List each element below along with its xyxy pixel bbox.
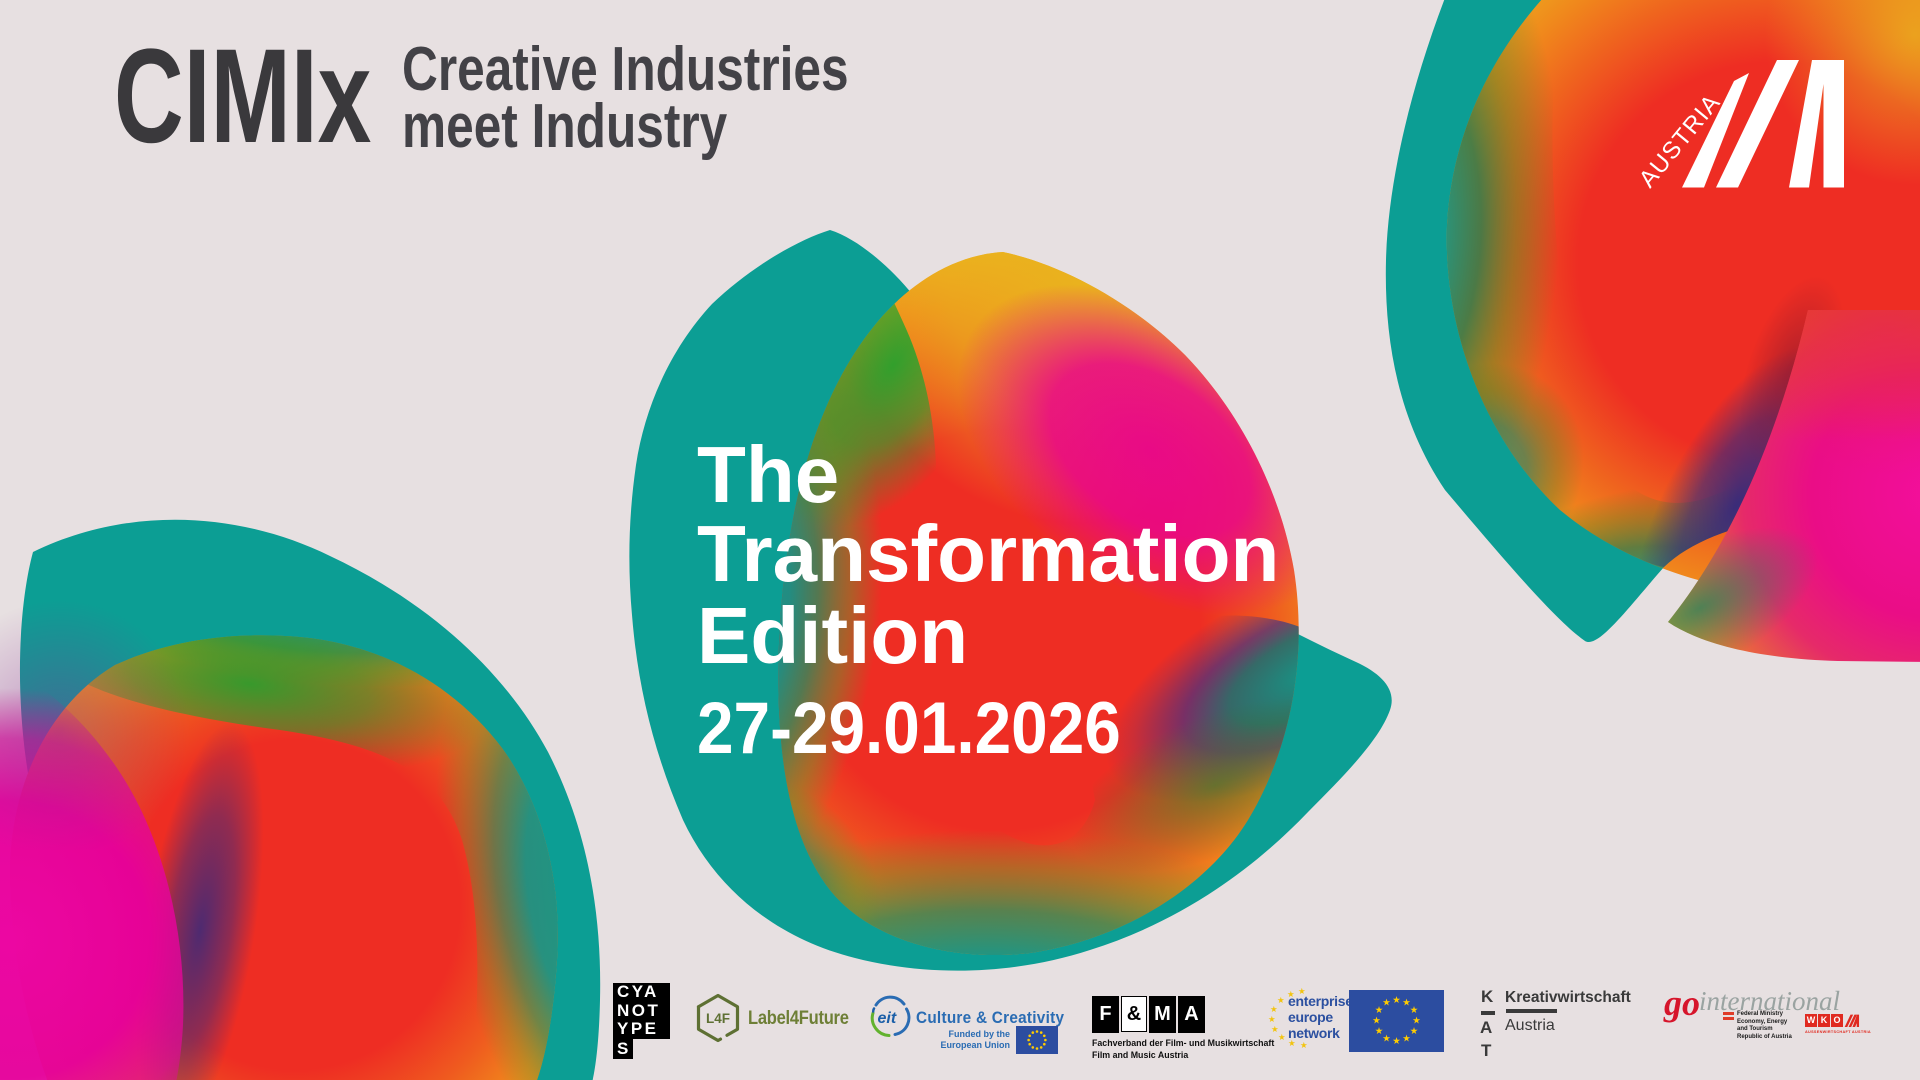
svg-text:★: ★ <box>1287 989 1295 999</box>
svg-text:L4F: L4F <box>706 1011 730 1026</box>
svg-text:★: ★ <box>1298 986 1306 996</box>
svg-text:★: ★ <box>1372 1016 1381 1027</box>
svg-text:eit: eit <box>878 1010 897 1027</box>
svg-text:★: ★ <box>1268 1014 1276 1024</box>
svg-text:★: ★ <box>1277 995 1285 1005</box>
svg-text:★: ★ <box>1300 1040 1308 1049</box>
svg-text:★: ★ <box>1402 998 1411 1009</box>
svg-text:★: ★ <box>1392 1036 1401 1047</box>
svg-text:★: ★ <box>1382 998 1391 1009</box>
svg-text:★: ★ <box>1402 1034 1411 1045</box>
svg-text:★: ★ <box>1410 1005 1419 1016</box>
svg-text:★: ★ <box>1392 995 1401 1006</box>
svg-text:★: ★ <box>1278 1032 1286 1042</box>
svg-text:★: ★ <box>1410 1026 1419 1037</box>
svg-text:★: ★ <box>1270 1004 1278 1014</box>
svg-text:★: ★ <box>1271 1024 1279 1034</box>
svg-text:★: ★ <box>1375 1005 1384 1016</box>
svg-text:★: ★ <box>1382 1034 1391 1045</box>
svg-text:★: ★ <box>1412 1016 1421 1027</box>
svg-text:★: ★ <box>1288 1038 1296 1048</box>
svg-text:★: ★ <box>1375 1026 1384 1037</box>
